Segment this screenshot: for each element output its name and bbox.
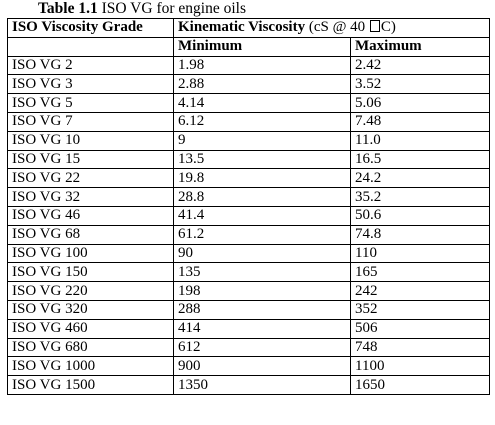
header-unit-prefix: (cS @ 40 <box>308 19 369 36</box>
minimum-cell: 90 <box>173 243 351 264</box>
minimum-cell: 414 <box>173 318 351 339</box>
grade-cell: ISO VG 15 <box>7 149 174 170</box>
grade-cell: ISO VG 5 <box>7 93 174 113</box>
maximum-cell: 1650 <box>349 375 491 395</box>
maximum-cell: 50.6 <box>349 205 491 226</box>
table-row: ISO VG 3 2.88 3.52 <box>7 74 491 95</box>
grade-cell: ISO VG 10 <box>7 130 174 151</box>
maximum-cell: 74.8 <box>349 224 491 245</box>
table-row: ISO VG 320 288 352 <box>7 299 491 320</box>
maximum-cell: 748 <box>349 337 491 358</box>
header-blank-cell <box>7 36 174 57</box>
minimum-cell: 1.98 <box>173 55 351 76</box>
table-row: ISO VG 150 135 165 <box>7 262 491 283</box>
table-row: ISO VG 68 61.2 74.8 <box>7 224 491 245</box>
grade-cell: ISO VG 46 <box>7 205 174 226</box>
table-row: ISO VG 10 9 11.0 <box>7 130 491 151</box>
table-caption: Table 1.1 ISO VG for engine oils <box>38 0 246 18</box>
table-title: ISO VG for engine oils <box>101 0 246 17</box>
subheader-row: Minimum Maximum <box>7 36 491 57</box>
maximum-cell: 165 <box>349 262 491 283</box>
table-row: ISO VG 15 13.5 16.5 <box>7 149 491 170</box>
header-maximum: Maximum <box>349 36 491 57</box>
table-row: ISO VG 1000 900 1100 <box>7 356 491 377</box>
grade-cell: ISO VG 7 <box>7 111 174 132</box>
table-row: ISO VG 22 19.8 24.2 <box>7 168 491 189</box>
table-row: ISO VG 5 4.14 5.06 <box>7 93 491 113</box>
grade-cell: ISO VG 1500 <box>7 375 174 395</box>
table-row: ISO VG 7 6.12 7.48 <box>7 111 491 132</box>
maximum-cell: 11.0 <box>349 130 491 151</box>
grade-cell: ISO VG 1000 <box>7 356 174 377</box>
minimum-cell: 9 <box>173 130 351 151</box>
grade-cell: ISO VG 460 <box>7 318 174 339</box>
minimum-cell: 13.5 <box>173 149 351 170</box>
grade-cell: ISO VG 680 <box>7 337 174 358</box>
table-number: Table 1.1 <box>38 0 98 17</box>
table-row: ISO VG 680 612 748 <box>7 337 491 358</box>
grade-cell: ISO VG 320 <box>7 299 174 320</box>
table-row: ISO VG 32 28.8 35.2 <box>7 187 491 207</box>
table-row: ISO VG 2 1.98 2.42 <box>7 55 491 76</box>
table-row: ISO VG 46 41.4 50.6 <box>7 205 491 226</box>
maximum-cell: 35.2 <box>349 187 491 207</box>
grade-cell: ISO VG 32 <box>7 187 174 207</box>
grade-cell: ISO VG 3 <box>7 74 174 95</box>
minimum-cell: 6.12 <box>173 111 351 132</box>
minimum-cell: 1350 <box>173 375 351 395</box>
maximum-cell: 24.2 <box>349 168 491 189</box>
header-grade: ISO Viscosity Grade <box>7 18 174 38</box>
grade-cell: ISO VG 2 <box>7 55 174 76</box>
header-unit-suffix: C) <box>380 19 396 36</box>
maximum-cell: 110 <box>349 243 491 264</box>
header-unit: (cS @ 40 C) <box>309 19 396 35</box>
maximum-cell: 3.52 <box>349 74 491 95</box>
maximum-cell: 352 <box>349 299 491 320</box>
minimum-cell: 28.8 <box>173 187 351 207</box>
maximum-cell: 5.06 <box>349 93 491 113</box>
table-row: ISO VG 100 90 110 <box>7 243 491 264</box>
degree-symbol-box-icon <box>369 20 380 33</box>
minimum-cell: 41.4 <box>173 205 351 226</box>
header-kinematic-viscosity: Kinematic Viscosity (cS @ 40 C) <box>172 18 491 38</box>
maximum-cell: 16.5 <box>349 149 491 170</box>
minimum-cell: 61.2 <box>173 224 351 245</box>
minimum-cell: 288 <box>173 299 351 320</box>
grade-cell: ISO VG 100 <box>7 243 174 264</box>
grade-cell: ISO VG 150 <box>7 262 174 283</box>
viscosity-table: ISO Viscosity Grade Kinematic Viscosity … <box>7 18 491 395</box>
minimum-cell: 900 <box>173 356 351 377</box>
table-row: ISO VG 220 198 242 <box>7 281 491 301</box>
table-body: ISO VG 2 1.98 2.42 ISO VG 3 2.88 3.52 ISO VG 5… <box>7 55 491 395</box>
minimum-cell: 198 <box>173 281 351 301</box>
table-row: ISO VG 1500 1350 1650 <box>7 375 491 395</box>
header-kinematic-label: Kinematic Viscosity <box>178 19 306 36</box>
grade-cell: ISO VG 22 <box>7 168 174 189</box>
header-minimum: Minimum <box>173 36 351 57</box>
grade-cell: ISO VG 68 <box>7 224 174 245</box>
maximum-cell: 1100 <box>349 356 491 377</box>
minimum-cell: 612 <box>173 337 351 358</box>
minimum-cell: 19.8 <box>173 168 351 189</box>
maximum-cell: 7.48 <box>349 111 491 132</box>
grade-cell: ISO VG 220 <box>7 281 174 301</box>
minimum-cell: 2.88 <box>173 74 351 95</box>
maximum-cell: 506 <box>349 318 491 339</box>
minimum-cell: 135 <box>173 262 351 283</box>
header-row: ISO Viscosity Grade Kinematic Viscosity … <box>7 18 491 38</box>
maximum-cell: 242 <box>349 281 491 301</box>
table-row: ISO VG 460 414 506 <box>7 318 491 339</box>
maximum-cell: 2.42 <box>349 55 491 76</box>
minimum-cell: 4.14 <box>173 93 351 113</box>
